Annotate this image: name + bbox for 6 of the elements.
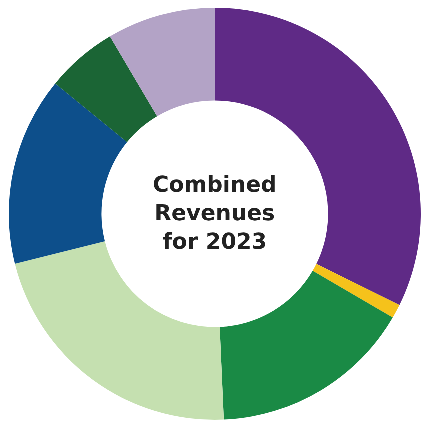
donut-slice xyxy=(220,271,393,420)
text: Combined Revenues for 2023 xyxy=(153,173,277,256)
donut-slice xyxy=(9,84,128,264)
donut-slice xyxy=(110,8,215,116)
donut-slice xyxy=(55,36,158,142)
donut-slice xyxy=(312,264,400,318)
